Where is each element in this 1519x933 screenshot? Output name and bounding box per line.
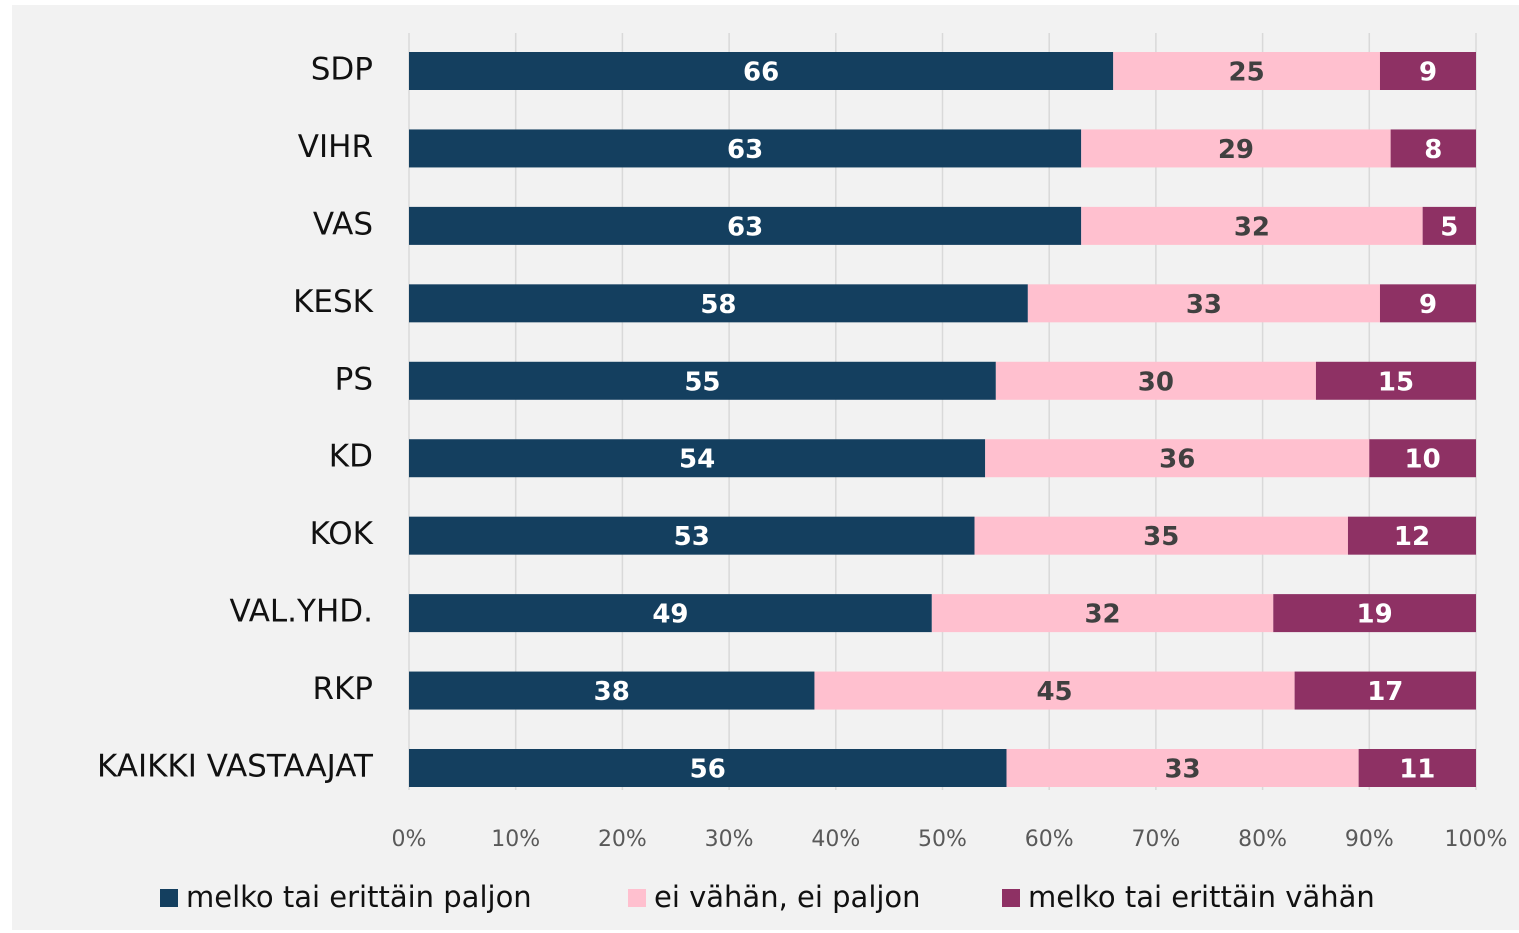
data-label: 10 — [1405, 445, 1441, 475]
bar-segment — [409, 52, 1114, 90]
data-label: 66 — [743, 58, 779, 88]
data-label: 11 — [1399, 755, 1435, 785]
legend-label: melko tai erittäin paljon — [186, 880, 532, 914]
data-label: 36 — [1159, 445, 1195, 475]
legend-label: melko tai erittäin vähän — [1028, 880, 1375, 914]
data-label: 17 — [1367, 677, 1403, 707]
bar-segment — [1006, 749, 1359, 787]
bar-segment — [409, 361, 996, 400]
data-label: 8 — [1424, 135, 1442, 165]
data-label: 9 — [1419, 290, 1437, 320]
bar-segment — [1273, 594, 1476, 633]
bar-segment — [1081, 206, 1423, 245]
x-tick-label: 80% — [1238, 827, 1287, 852]
bar-segment — [409, 594, 932, 633]
data-label: 30 — [1138, 367, 1174, 397]
bar-segment — [409, 749, 1007, 787]
bar-segment — [409, 671, 815, 710]
legend-swatch — [160, 889, 178, 907]
x-tick-label: 40% — [811, 827, 860, 852]
bar-segment — [1369, 439, 1476, 478]
y-tick-label: KESK — [293, 284, 374, 320]
data-label: 32 — [1234, 212, 1270, 242]
bar-segment — [1294, 671, 1476, 710]
data-label: 58 — [700, 290, 736, 320]
bar-segment — [1027, 284, 1380, 323]
bar-segment — [985, 439, 1370, 478]
data-label: 63 — [727, 135, 763, 165]
data-label: 49 — [652, 600, 688, 630]
bar-segment — [931, 594, 1274, 633]
x-tick-label: 0% — [392, 827, 427, 852]
bar-segment — [1390, 129, 1476, 168]
bar-segment — [409, 129, 1082, 168]
bar-segment — [1081, 129, 1391, 168]
bar-segment — [995, 361, 1316, 400]
y-tick-label: KAIKKI VASTAAJAT — [97, 749, 374, 785]
y-tick-label: VAL.YHD. — [229, 594, 373, 630]
data-label: 15 — [1378, 367, 1414, 397]
bar-segment — [1379, 284, 1476, 323]
data-label: 45 — [1036, 677, 1072, 707]
data-label: 29 — [1218, 135, 1254, 165]
data-label: 38 — [594, 677, 630, 707]
y-tick-label: VAS — [313, 206, 373, 242]
x-tick-label: 70% — [1131, 827, 1180, 852]
y-tick-label: RKP — [312, 671, 373, 707]
bar-segment — [1379, 52, 1476, 90]
bar-segment — [974, 516, 1348, 555]
data-label: 9 — [1419, 58, 1437, 88]
data-label: 5 — [1440, 212, 1458, 242]
data-label: 32 — [1084, 600, 1120, 630]
y-tick-label: VIHR — [298, 129, 373, 165]
bar-segment — [409, 206, 1082, 245]
bar-segment — [409, 516, 975, 555]
data-label: 12 — [1394, 522, 1430, 552]
bar-segment — [409, 284, 1028, 323]
y-tick-label: KD — [329, 439, 373, 475]
bar-segment — [1315, 361, 1476, 400]
bar-segment — [814, 671, 1295, 710]
legend-swatch — [628, 889, 646, 907]
data-label: 63 — [727, 212, 763, 242]
y-tick-label: KOK — [310, 516, 374, 552]
data-label: 56 — [690, 755, 726, 785]
legend-label: ei vähän, ei paljon — [654, 880, 921, 914]
data-label: 54 — [679, 445, 715, 475]
x-tick-label: 20% — [598, 827, 647, 852]
x-tick-label: 60% — [1025, 827, 1074, 852]
bar-segment — [1347, 516, 1476, 555]
bar-segment — [1358, 749, 1476, 787]
data-label: 25 — [1229, 58, 1265, 88]
data-label: 55 — [684, 367, 720, 397]
y-tick-label: SDP — [311, 52, 373, 88]
legend-swatch — [1002, 889, 1020, 907]
x-tick-label: 50% — [918, 827, 967, 852]
data-label: 35 — [1143, 522, 1179, 552]
bar-segment — [409, 439, 986, 478]
y-tick-label: PS — [335, 361, 373, 397]
data-label: 53 — [674, 522, 710, 552]
bar-segment — [1422, 206, 1476, 245]
x-tick-label: 90% — [1345, 827, 1394, 852]
data-label: 33 — [1164, 755, 1200, 785]
bar-segment — [1113, 52, 1380, 90]
data-label: 33 — [1186, 290, 1222, 320]
x-tick-label: 100% — [1445, 827, 1508, 852]
x-tick-label: 10% — [491, 827, 540, 852]
data-label: 19 — [1357, 600, 1393, 630]
x-tick-label: 30% — [705, 827, 754, 852]
